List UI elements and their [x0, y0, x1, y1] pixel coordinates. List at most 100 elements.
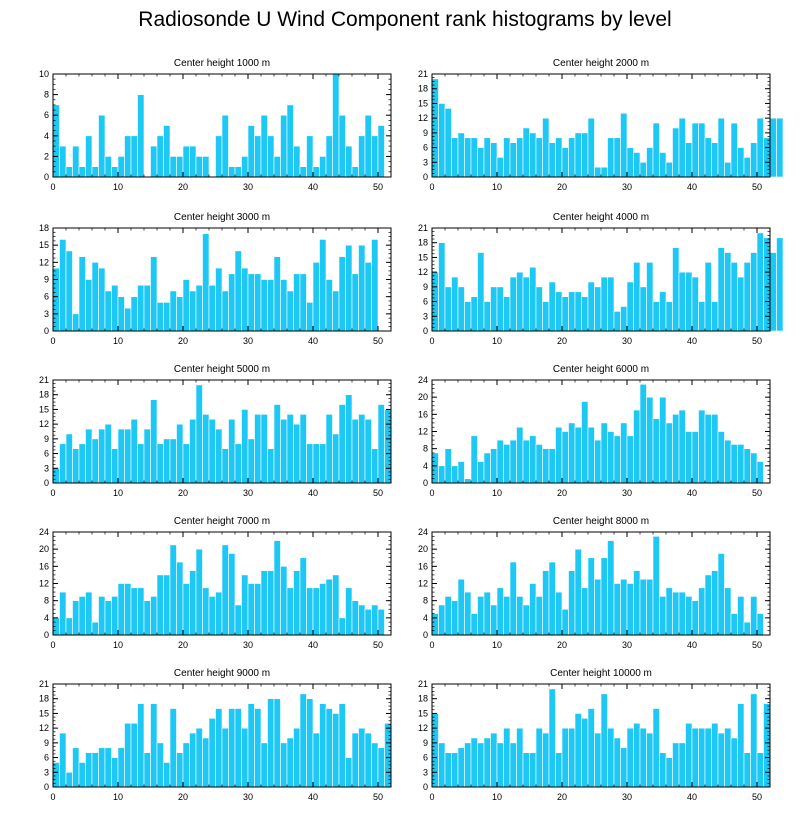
bar: [730, 613, 738, 636]
x-tick-label: 10: [492, 182, 502, 192]
bar: [286, 737, 294, 788]
bar: [364, 262, 372, 332]
bar: [743, 157, 751, 178]
bar: [189, 290, 197, 332]
bar: [91, 166, 99, 178]
bar: [299, 414, 307, 484]
x-tick-label: 30: [243, 792, 253, 802]
histogram-panel-2: Center height 2000 m 0 3 6 9 12 15 18 21 0 10 20 30 4…: [418, 58, 784, 192]
panel-title: Center height 1000 m: [174, 58, 270, 69]
bar: [587, 708, 595, 788]
bar: [286, 290, 294, 332]
bar: [351, 600, 359, 636]
y-tick-label: 6: [44, 292, 49, 302]
bar: [646, 396, 654, 484]
bar: [568, 727, 576, 788]
bar: [228, 553, 236, 636]
bar: [176, 752, 184, 788]
bar: [299, 557, 307, 636]
y-tick-label: 10: [39, 69, 49, 79]
bar: [124, 428, 132, 484]
x-tick-label: 40: [308, 640, 318, 650]
bar: [698, 409, 706, 484]
y-tick-label: 0: [423, 172, 428, 182]
bar: [438, 465, 446, 484]
bar: [228, 418, 236, 484]
bar: [444, 596, 452, 636]
bar: [156, 302, 164, 332]
bar: [338, 114, 346, 178]
y-tick-label: 15: [39, 240, 49, 250]
bar: [325, 708, 333, 788]
histogram-panel-4: Center height 4000 m 0 3 6 9 12 15 18 21 0 10 20 30 4…: [418, 212, 784, 346]
bar: [542, 732, 550, 788]
bar: [221, 727, 229, 788]
bar: [691, 727, 699, 788]
bar: [750, 452, 758, 484]
bar: [678, 591, 686, 636]
y-tick-label: 8: [44, 90, 49, 100]
y-tick-label: 9: [44, 738, 49, 748]
y-tick-label: 0: [423, 326, 428, 336]
bar: [377, 404, 385, 484]
y-tick-label: 3: [44, 767, 49, 777]
bar: [202, 737, 210, 788]
bar: [470, 435, 478, 484]
bar: [182, 583, 190, 636]
y-tick-label: 0: [423, 782, 428, 792]
bar: [306, 302, 314, 332]
bar: [724, 252, 732, 332]
bar: [548, 281, 556, 332]
x-tick-label: 30: [622, 640, 632, 650]
bar: [130, 135, 138, 178]
x-tick-label: 0: [429, 336, 434, 346]
bar: [756, 613, 764, 636]
x-tick-label: 50: [373, 792, 383, 802]
bar: [85, 135, 93, 178]
y-tick-label: 12: [39, 723, 49, 733]
x-tick-label: 10: [113, 792, 123, 802]
x-tick-label: 10: [113, 488, 123, 498]
bar: [104, 747, 112, 788]
bar: [724, 727, 732, 788]
bar: [652, 301, 660, 332]
bar: [65, 166, 73, 178]
x-tick-label: 20: [557, 792, 567, 802]
bar: [633, 570, 641, 636]
bar: [685, 722, 693, 788]
bar: [91, 262, 99, 332]
bar: [600, 422, 608, 484]
bar: [555, 291, 563, 332]
bar: [613, 137, 621, 178]
bar: [221, 290, 229, 332]
bar: [600, 693, 608, 788]
bar: [763, 237, 771, 332]
bar: [221, 544, 229, 636]
bar: [319, 239, 327, 332]
bar: [698, 122, 706, 178]
y-tick-label: 12: [418, 579, 428, 589]
bar: [176, 423, 184, 484]
bar: [358, 604, 366, 636]
y-tick-label: 9: [423, 738, 428, 748]
bar: [260, 279, 268, 332]
bar: [639, 578, 647, 636]
bar: [503, 296, 511, 332]
bar: [607, 137, 615, 178]
bar: [59, 732, 67, 788]
bar: [535, 596, 543, 636]
bar: [325, 135, 333, 178]
bar: [91, 752, 99, 788]
x-tick-label: 40: [308, 182, 318, 192]
bar: [247, 703, 255, 788]
bar: [483, 737, 491, 788]
x-tick-label: 20: [557, 182, 567, 192]
bar: [737, 276, 745, 332]
bar: [241, 156, 249, 178]
bar: [457, 286, 465, 332]
histogram-panel-8: Center height 8000 m 0 4 8 12 16 20 24 0 10 20 30 40…: [418, 516, 771, 650]
bar: [613, 435, 621, 484]
y-tick-label: 0: [423, 630, 428, 640]
bar: [652, 418, 660, 484]
bar: [215, 135, 223, 178]
